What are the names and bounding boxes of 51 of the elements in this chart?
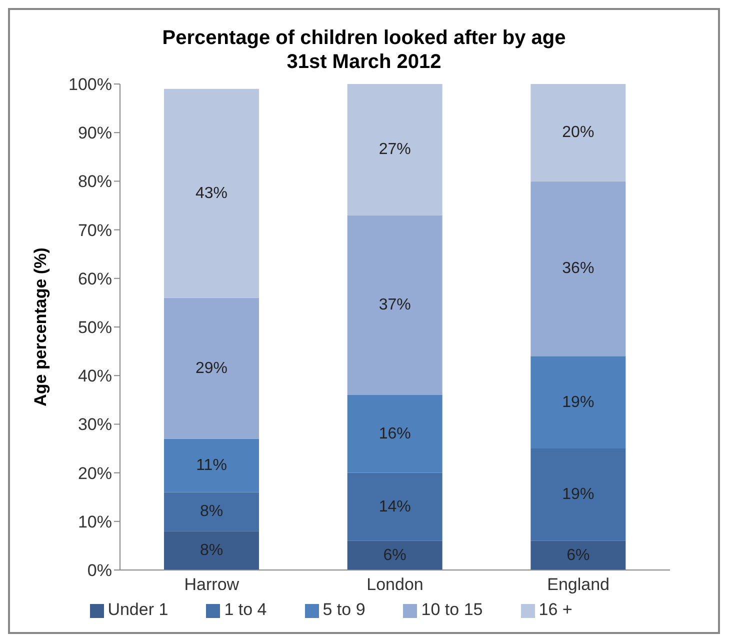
legend-label: 16 + <box>538 600 572 619</box>
bar <box>530 540 626 570</box>
bar <box>530 181 626 356</box>
bar <box>164 492 259 532</box>
bar <box>347 540 442 570</box>
bar <box>164 88 259 298</box>
bar <box>530 356 626 448</box>
data-label: 36% <box>562 260 594 278</box>
y-tick-label: 60% <box>78 269 112 288</box>
data-label: 27% <box>378 141 411 158</box>
y-tick-label: 0% <box>87 561 112 580</box>
data-label: 11% <box>196 457 227 474</box>
legend-label: Under 1 <box>108 600 168 619</box>
data-label: 29% <box>195 360 228 377</box>
bar <box>347 215 442 396</box>
y-tick-label: 100% <box>68 75 112 94</box>
x-tick-label: London <box>366 575 424 594</box>
bar <box>530 448 626 541</box>
data-label: 19% <box>562 394 594 411</box>
y-tick-label: 50% <box>78 318 112 338</box>
bar <box>347 395 442 473</box>
legend-label: 5 to 9 <box>322 600 366 619</box>
data-label: 16% <box>378 425 411 442</box>
data-label: 19% <box>562 486 594 504</box>
y-tick-label: 20% <box>78 464 112 483</box>
data-label: 14% <box>378 498 411 516</box>
data-label: 8% <box>200 542 224 560</box>
bar <box>347 84 442 216</box>
data-label: 43% <box>195 184 228 202</box>
y-tick-label: 30% <box>78 415 112 434</box>
y-tick-label: 90% <box>78 124 112 143</box>
data-label: 6% <box>383 546 406 564</box>
y-tick-label: 10% <box>78 512 112 532</box>
y-tick-label: 80% <box>78 172 112 192</box>
data-label: 20% <box>562 124 594 142</box>
data-label: 6% <box>566 546 590 564</box>
legend-label: 1 to 4 <box>224 600 267 619</box>
chart-title: Percentage of children looked after by age 31st March 2012 <box>161 26 567 74</box>
legend-label: 10 to 15 <box>421 600 483 619</box>
y-tick-label: 40% <box>78 366 112 386</box>
y-axis-title: Age percentage (%) <box>31 248 50 406</box>
data-label: 37% <box>378 296 411 314</box>
y-tick-label: 70% <box>78 220 112 240</box>
bar <box>164 438 259 492</box>
bar <box>347 472 442 541</box>
data-label: 8% <box>200 503 224 520</box>
bar <box>164 531 259 570</box>
bar <box>530 84 626 182</box>
x-tick-label: England <box>547 575 610 594</box>
bar <box>164 298 259 439</box>
x-tick-label: Harrow <box>184 575 240 594</box>
